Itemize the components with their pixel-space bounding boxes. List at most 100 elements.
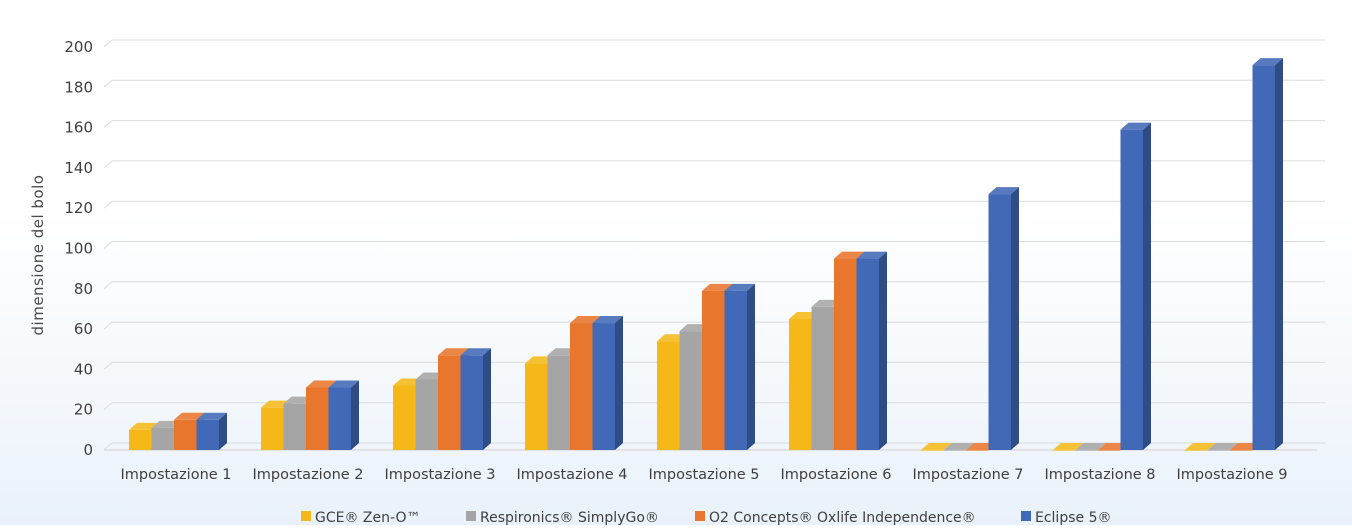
- legend-swatch: [466, 511, 476, 521]
- gridline-diag: [103, 79, 113, 88]
- y-tick-label: 160: [64, 119, 93, 137]
- x-tick-label: Impostazione 1: [120, 467, 231, 483]
- legend-item: GCE® Zen-O™: [301, 510, 420, 526]
- bar: [1075, 443, 1106, 451]
- bar-front: [724, 290, 747, 450]
- legend-label: O2 Concepts® Oxlife Independence®: [709, 510, 976, 525]
- bar-side: [483, 348, 491, 450]
- bar-side: [879, 251, 887, 450]
- y-axis-title: dimensione del bolo: [29, 175, 47, 336]
- y-tick-label: 0: [83, 441, 93, 459]
- bar-front: [811, 306, 834, 450]
- bar: [328, 380, 359, 450]
- y-tick-label: 200: [64, 38, 93, 56]
- gridline-diag: [103, 442, 113, 451]
- bar-front: [393, 385, 416, 450]
- y-tick-label: 20: [74, 401, 93, 419]
- bar-top: [306, 380, 337, 388]
- bar: [1120, 122, 1151, 451]
- bar-front: [789, 319, 812, 450]
- bar-front: [283, 403, 306, 450]
- x-tick-label: Impostazione 3: [384, 467, 495, 483]
- bar: [724, 283, 755, 450]
- y-tick-label: 100: [64, 240, 93, 258]
- bar-front: [657, 341, 680, 450]
- bar-side: [351, 380, 359, 450]
- legend-item: O2 Concepts® Oxlife Independence®: [695, 510, 976, 526]
- bar-top: [1185, 443, 1216, 450]
- gridline-diag: [103, 281, 113, 290]
- y-tick-label: 60: [74, 320, 93, 338]
- bar-top: [1053, 443, 1084, 450]
- bar-front: [921, 450, 944, 451]
- y-tick-label: 180: [64, 78, 93, 96]
- bar-top: [834, 251, 865, 259]
- x-tick-label: Impostazione 7: [912, 467, 1023, 483]
- x-tick-label: Impostazione 4: [516, 467, 627, 483]
- bar-top: [702, 283, 733, 291]
- bar-front: [1075, 450, 1098, 451]
- y-axis-tick-labels: 0 20 40 60 80 100 120 140 160 180 200: [64, 38, 93, 459]
- bar: [921, 443, 952, 451]
- x-tick-label: Impostazione 2: [252, 467, 363, 483]
- bar-top: [1252, 58, 1283, 66]
- legend-label: GCE® Zen-O™: [315, 510, 420, 525]
- gridline-diag: [103, 362, 113, 370]
- legend-item: Eclipse 5®: [1021, 510, 1111, 526]
- legend: GCE® Zen-O™ Respironics® SimplyGo® O2 Conc…: [301, 510, 1111, 526]
- legend-label: Respironics® SimplyGo®: [480, 510, 659, 525]
- bar-front: [129, 429, 152, 450]
- bar: [988, 187, 1019, 450]
- bar-front: [1053, 450, 1076, 451]
- bar-front: [1230, 450, 1253, 451]
- bar-front: [196, 419, 219, 450]
- gridline-diag: [103, 321, 113, 330]
- bar-top: [988, 187, 1019, 195]
- bar-front: [547, 355, 570, 450]
- bar: [943, 443, 974, 451]
- bar-front: [438, 355, 461, 450]
- x-tick-label: Impostazione 5: [648, 467, 759, 483]
- bar-top: [570, 316, 601, 324]
- bar-top: [921, 443, 952, 450]
- y-tick-label: 120: [64, 199, 93, 217]
- bar: [592, 316, 623, 450]
- gridline-diag: [103, 241, 113, 249]
- bar: [856, 251, 887, 450]
- legend-swatch: [301, 511, 311, 521]
- bar-front: [151, 427, 174, 450]
- bar-front: [856, 258, 879, 450]
- bar-side: [1275, 58, 1283, 450]
- x-tick-label: Impostazione 9: [1176, 467, 1287, 483]
- bar-top: [724, 283, 755, 291]
- legend-swatch: [695, 511, 705, 521]
- gridline-diag: [103, 39, 113, 48]
- gridline-diag: [103, 200, 113, 209]
- bar-front: [1185, 450, 1208, 451]
- bar-top: [1120, 122, 1151, 130]
- bar: [196, 412, 227, 450]
- bar-front: [966, 450, 989, 451]
- gridline-diag: [103, 402, 113, 411]
- bar-front: [988, 194, 1011, 450]
- x-tick-label: Impostazione 8: [1044, 467, 1155, 483]
- bar-top: [856, 251, 887, 259]
- bar: [1185, 443, 1216, 451]
- bar-side: [615, 316, 623, 450]
- bar: [1252, 58, 1283, 450]
- bar-front: [460, 355, 483, 450]
- bar-top: [592, 316, 623, 324]
- bar-front: [702, 290, 725, 450]
- bar-top: [1075, 443, 1106, 450]
- y-tick-label: 80: [74, 280, 93, 298]
- y-tick-label: 40: [74, 360, 93, 378]
- bar-front: [834, 258, 857, 450]
- gridline-diag: [103, 120, 113, 128]
- bar-front: [306, 387, 329, 450]
- bar-front: [174, 419, 197, 450]
- bar-front: [1207, 450, 1230, 451]
- bar: [460, 348, 491, 450]
- bar-front: [261, 407, 284, 450]
- bar-front: [592, 323, 615, 450]
